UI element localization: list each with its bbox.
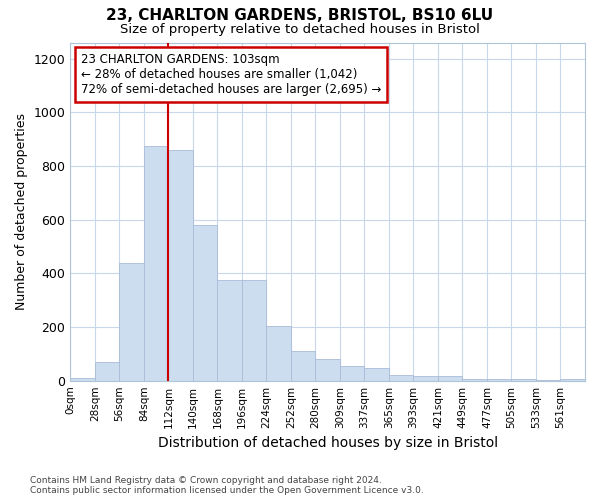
Text: 23, CHARLTON GARDENS, BRISTOL, BS10 6LU: 23, CHARLTON GARDENS, BRISTOL, BS10 6LU (106, 8, 494, 22)
Bar (119, 262, 144, 380)
Bar (217, 280, 242, 380)
Bar (266, 326, 291, 380)
Bar (364, 368, 389, 380)
Bar (169, 150, 193, 380)
Text: Contains HM Land Registry data © Crown copyright and database right 2024.
Contai: Contains HM Land Registry data © Crown c… (30, 476, 424, 495)
Bar (463, 378, 487, 380)
Bar (70, 378, 95, 380)
Text: 23 CHARLTON GARDENS: 103sqm
← 28% of detached houses are smaller (1,042)
72% of : 23 CHARLTON GARDENS: 103sqm ← 28% of det… (80, 52, 381, 96)
Bar (438, 376, 463, 380)
X-axis label: Distribution of detached houses by size in Bristol: Distribution of detached houses by size … (158, 436, 498, 450)
Bar (193, 225, 217, 380)
Bar (413, 376, 438, 380)
Bar (316, 358, 340, 380)
Bar (291, 351, 316, 380)
Y-axis label: Number of detached properties: Number of detached properties (15, 113, 28, 310)
Bar (340, 366, 364, 380)
Bar (242, 280, 266, 380)
Bar (144, 146, 169, 380)
Bar (95, 362, 119, 380)
Bar (389, 375, 413, 380)
Text: Size of property relative to detached houses in Bristol: Size of property relative to detached ho… (120, 22, 480, 36)
